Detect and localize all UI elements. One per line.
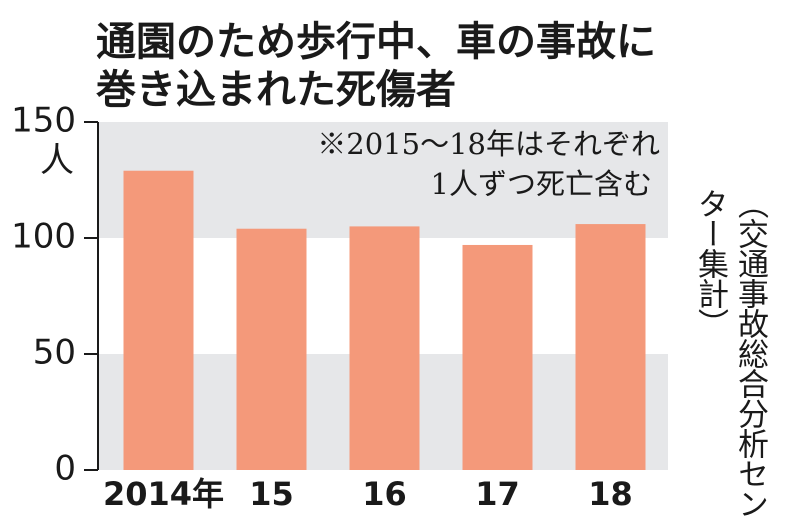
y-unit: 人 [40, 141, 74, 181]
bar [349, 226, 420, 470]
bar [123, 170, 194, 470]
x-tick-label: 2014年 [103, 475, 224, 513]
y-tick-label: 150 [11, 101, 76, 141]
bar [575, 224, 646, 470]
x-tick-label: 16 [362, 475, 407, 513]
x-tick-label: 18 [588, 475, 633, 513]
bar [236, 228, 307, 470]
x-tick-label: 17 [475, 475, 520, 513]
annotation: ※2015～18年はそれぞれ [317, 127, 660, 161]
y-tick-label: 50 [33, 333, 76, 373]
chart-title: 巻き込まれた死傷者 [96, 67, 456, 113]
y-tick-label: 100 [11, 217, 76, 257]
x-tick-label: 15 [249, 475, 294, 513]
y-tick-label: 0 [54, 449, 76, 489]
chart-title: 通園のため歩行中、車の事故に [96, 19, 656, 65]
source-note: （交通事故総合分析センター集計） [692, 188, 768, 518]
bar [462, 244, 533, 470]
annotation: 1人ずつ死亡含む [431, 167, 652, 201]
